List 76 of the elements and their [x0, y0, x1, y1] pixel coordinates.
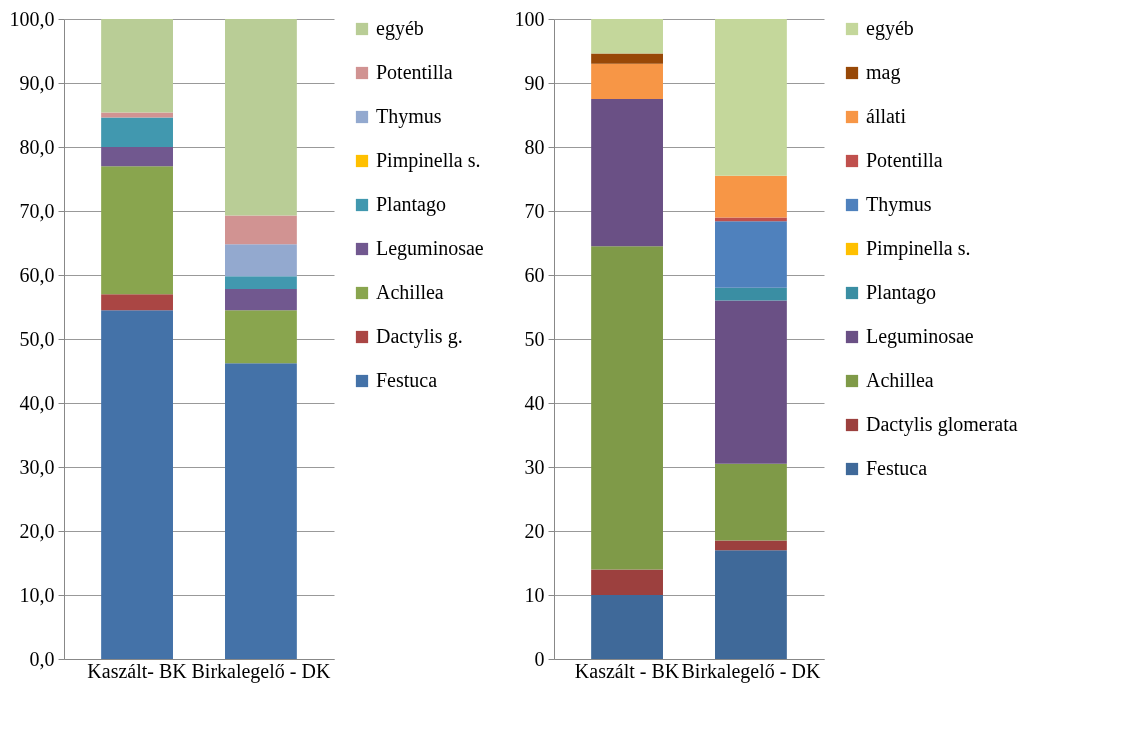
legend-label: Dactylis g.: [376, 325, 463, 348]
y-tick-label: 0: [534, 647, 545, 670]
bar: [101, 294, 173, 311]
legend-label: Pimpinella s.: [866, 237, 971, 260]
y-tick-label: 80,0: [19, 135, 55, 158]
bar: [101, 117, 173, 147]
bar: [591, 569, 663, 595]
legend-label: állati: [866, 105, 907, 127]
bar: [591, 53, 663, 64]
legend-label: Plantago: [866, 281, 936, 304]
x-tick-label: Kaszált - BK: [574, 659, 680, 682]
bar: [715, 221, 787, 288]
bar: [715, 540, 787, 551]
bar: [101, 112, 173, 118]
bar: [591, 99, 663, 247]
legend-label: Leguminosae: [866, 325, 974, 348]
y-tick-label: 40: [524, 391, 545, 414]
bar: [591, 63, 663, 99]
legend-label: Potentilla: [866, 149, 943, 171]
legend-label: Thymus: [866, 193, 932, 216]
y-tick-label: 70: [524, 199, 545, 222]
bar: [225, 276, 297, 290]
bar: [591, 595, 663, 659]
bar: [225, 289, 297, 311]
legend-label: Dactylis glomerata: [866, 413, 1018, 436]
bar: [225, 19, 297, 216]
y-tick-label: 10: [524, 583, 545, 606]
legend-label: Leguminosae: [376, 237, 484, 260]
legend-label: Festuca: [376, 369, 438, 391]
y-tick-label: 60: [524, 263, 545, 286]
y-tick-label: 30: [524, 455, 545, 478]
x-tick-label: Birkalegelő - DK: [681, 659, 821, 683]
legend-label: Festuca: [866, 457, 928, 479]
y-tick-label: 90,0: [19, 71, 55, 94]
y-tick-label: 0,0: [29, 647, 55, 670]
legend-label: Potentilla: [376, 61, 453, 83]
bar: [715, 300, 787, 464]
y-tick-label: 90: [524, 71, 545, 94]
bar: [715, 463, 787, 541]
y-tick-label: 40,0: [19, 391, 55, 414]
bar: [225, 363, 297, 659]
bar: [591, 246, 663, 570]
bar: [225, 215, 297, 245]
y-tick-label: 50,0: [19, 327, 55, 350]
y-tick-label: 10,0: [19, 583, 55, 606]
legend-label: Achillea: [376, 281, 444, 303]
x-tick-label: Kaszált- BK: [87, 659, 188, 682]
bar: [225, 310, 297, 364]
bar: [101, 147, 173, 167]
legend-label: Pimpinella s.: [376, 149, 481, 172]
y-tick-label: 20,0: [19, 519, 55, 542]
legend-label: egyéb: [866, 17, 914, 40]
bar: [715, 550, 787, 659]
bar: [715, 19, 787, 176]
bar: [225, 244, 297, 277]
legend-label: egyéb: [376, 17, 424, 40]
bar: [715, 217, 787, 222]
bar: [101, 19, 173, 113]
legend-label: Achillea: [866, 369, 934, 391]
bar: [591, 19, 663, 54]
y-tick-label: 60,0: [19, 263, 55, 286]
bar: [101, 310, 173, 659]
y-tick-label: 80: [524, 135, 545, 158]
bar: [715, 175, 787, 218]
y-tick-label: 100,0: [9, 7, 55, 30]
y-tick-label: 70,0: [19, 199, 55, 222]
y-tick-label: 20: [524, 519, 545, 542]
legend-label: Thymus: [376, 105, 442, 128]
y-tick-label: 100: [514, 7, 545, 30]
x-tick-label: Birkalegelő - DK: [191, 659, 331, 683]
y-tick-label: 50: [524, 327, 545, 350]
bar: [101, 166, 173, 295]
legend-label: Plantago: [376, 193, 446, 216]
bar: [715, 287, 787, 301]
legend-label: mag: [866, 61, 901, 84]
y-tick-label: 30,0: [19, 455, 55, 478]
